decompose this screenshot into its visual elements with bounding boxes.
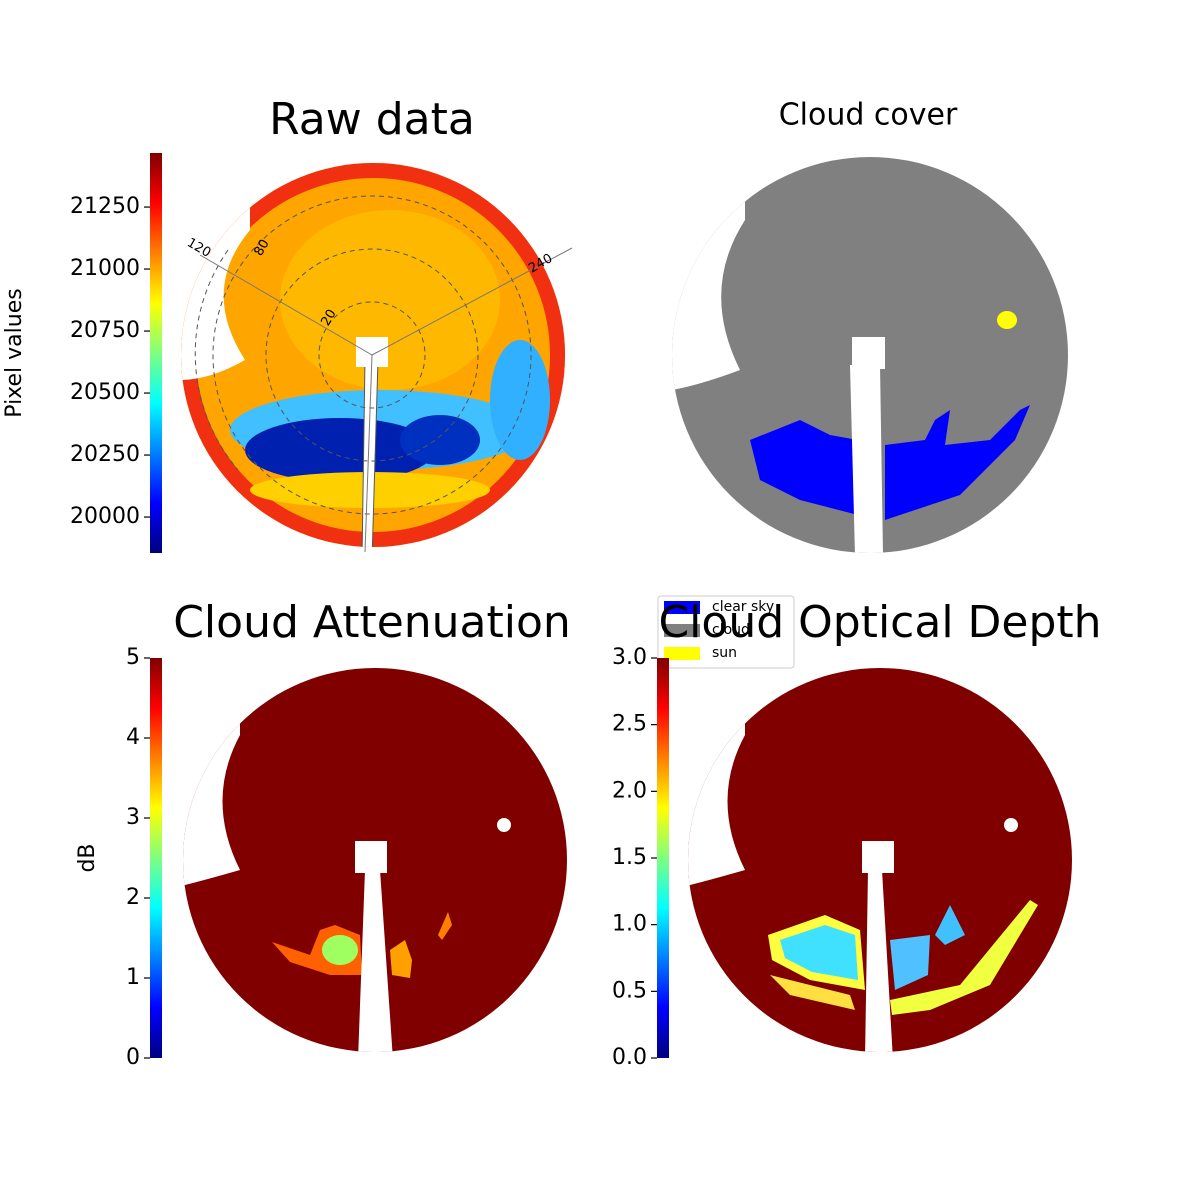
colorbar-tick-label: 0.5 (612, 978, 647, 1003)
polar-grid (194, 195, 532, 515)
colorbar-tick-label: 1 (126, 965, 140, 990)
attenuation-image (183, 668, 567, 1052)
polar-label: 80 (252, 237, 273, 259)
polar-label: 20 (319, 307, 340, 329)
legend-swatch (664, 601, 700, 614)
colorbar-tick-label: 20750 (70, 318, 140, 343)
colorbar-tick-label: 1.5 (612, 845, 647, 870)
colorbar-tick-label: 21250 (70, 194, 140, 219)
panel-title: Cloud Attenuation (173, 597, 571, 648)
legend-label: clear sky (712, 599, 774, 615)
legend: clear sky cloud sun (657, 595, 795, 669)
colorbar (657, 658, 669, 1058)
colorbar-label: Pixel values (2, 288, 27, 417)
colorbar-tick-label: 5 (126, 645, 140, 670)
legend-swatch (664, 647, 700, 660)
panel-title: Raw data (269, 94, 475, 145)
colorbar-tick-label: 1.0 (612, 912, 647, 937)
panel-title: Cloud cover (779, 98, 958, 133)
colorbar-tick-label: 3.0 (612, 645, 647, 670)
colorbar-tick-label: 4 (126, 725, 140, 750)
cloud-cover-image (672, 157, 1068, 553)
raw-image (181, 163, 565, 547)
optical-depth-image (688, 668, 1072, 1052)
colorbar-tick-label: 2.0 (612, 778, 647, 803)
legend-label: cloud (712, 622, 750, 638)
colorbar-tick-label: 3 (126, 805, 140, 830)
colorbar (150, 658, 162, 1058)
colorbar-tick-label: 2.5 (612, 712, 647, 737)
colorbar-tick-label: 20250 (70, 442, 140, 467)
colorbar-tick-label: 20500 (70, 380, 140, 405)
colorbar-tick-label: 21000 (70, 256, 140, 281)
colorbar (150, 153, 162, 553)
colorbar-tick-label: 20000 (70, 504, 140, 529)
legend-label: sun (712, 645, 737, 661)
colorbar-tick-label: 2 (126, 885, 140, 910)
panel-title: Cloud Optical Depth (658, 597, 1101, 648)
polar-axes (199, 247, 573, 553)
legend-swatch (664, 624, 700, 637)
colorbar-tick-label: 0.0 (612, 1045, 647, 1070)
colorbar-tick-label: 0 (126, 1045, 140, 1070)
colorbar-label: dB (75, 843, 100, 872)
